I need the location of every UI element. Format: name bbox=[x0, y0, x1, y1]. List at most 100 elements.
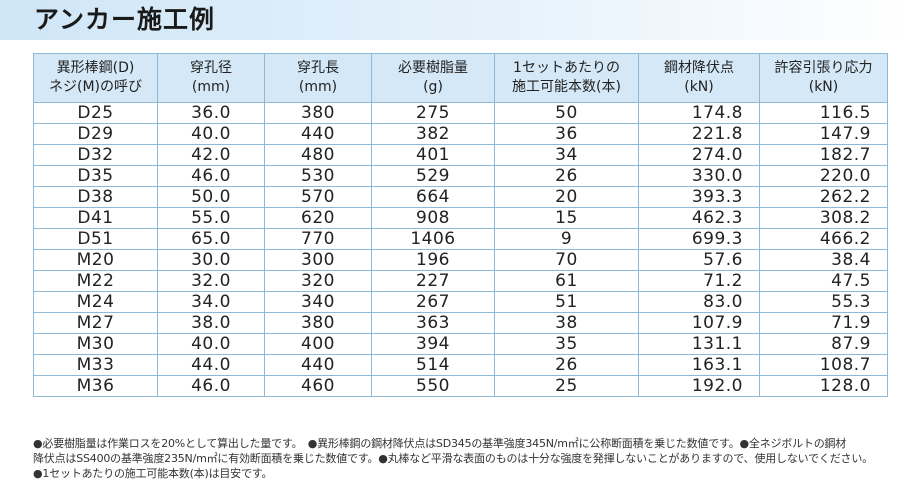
table-cell: 340 bbox=[264, 291, 372, 313]
table-row: M33 44.0 440 514 26 163.1 108.7 bbox=[33, 354, 888, 376]
table-body: D25 36.0 380 275 50 174.8 116.5 D29 40.0 440 382 36… bbox=[33, 102, 888, 397]
table-cell: 320 bbox=[264, 270, 372, 292]
column-header-line: (mm) bbox=[298, 79, 338, 95]
column-header-line: (kN) bbox=[808, 79, 839, 95]
table-cell: 26 bbox=[494, 354, 639, 376]
table-cell: 65.0 bbox=[157, 228, 265, 250]
table-cell: 267 bbox=[371, 291, 495, 313]
table-cell: 9 bbox=[494, 228, 639, 250]
table-cell: 35 bbox=[494, 333, 639, 355]
table-row: M30 40.0 400 394 35 131.1 87.9 bbox=[33, 333, 888, 355]
table-cell: 147.9 bbox=[759, 123, 888, 145]
table-cell: 400 bbox=[264, 333, 372, 355]
table-cell: 34 bbox=[494, 144, 639, 166]
column-header: 鋼材降伏点 (kN) bbox=[638, 53, 760, 103]
page-title: アンカー施工例 bbox=[34, 5, 216, 34]
table-cell: 46.0 bbox=[157, 165, 265, 187]
table-cell: 393.3 bbox=[638, 186, 760, 208]
column-header: 穿孔長 (mm) bbox=[264, 53, 372, 103]
table-cell: 108.7 bbox=[759, 354, 888, 376]
table-cell: 71.2 bbox=[638, 270, 760, 292]
table-cell: M24 bbox=[33, 291, 158, 313]
table-cell: 770 bbox=[264, 228, 372, 250]
table-cell: 262.2 bbox=[759, 186, 888, 208]
column-header-line: 許容引張り応力 bbox=[774, 60, 873, 76]
table-cell: 25 bbox=[494, 375, 639, 397]
column-header-line: 施工可能本数(本) bbox=[512, 79, 621, 95]
table-cell: 380 bbox=[264, 102, 372, 124]
table-cell: 529 bbox=[371, 165, 495, 187]
table-cell: 466.2 bbox=[759, 228, 888, 250]
table-row: D38 50.0 570 664 20 393.3 262.2 bbox=[33, 186, 888, 208]
table-cell: D41 bbox=[33, 207, 158, 229]
column-header-line: 必要樹脂量 bbox=[398, 60, 468, 76]
table-cell: 380 bbox=[264, 312, 372, 334]
table-cell: 220.0 bbox=[759, 165, 888, 187]
table-cell: 55.0 bbox=[157, 207, 265, 229]
table-cell: 38.0 bbox=[157, 312, 265, 334]
table-cell: 131.1 bbox=[638, 333, 760, 355]
table-cell: 42.0 bbox=[157, 144, 265, 166]
table-row: D25 36.0 380 275 50 174.8 116.5 bbox=[33, 102, 888, 124]
column-header-line: 1セットあたりの bbox=[513, 60, 620, 76]
table-cell: 70 bbox=[494, 249, 639, 271]
table-row: D41 55.0 620 908 15 462.3 308.2 bbox=[33, 207, 888, 229]
table-cell: 30.0 bbox=[157, 249, 265, 271]
table-cell: 44.0 bbox=[157, 354, 265, 376]
table-cell: 20 bbox=[494, 186, 639, 208]
table-cell: M33 bbox=[33, 354, 158, 376]
table-cell: 550 bbox=[371, 375, 495, 397]
table-cell: M22 bbox=[33, 270, 158, 292]
table-row: M22 32.0 320 227 61 71.2 47.5 bbox=[33, 270, 888, 292]
column-header-line: 異形棒鋼(D) bbox=[56, 60, 135, 76]
footnote-line: 降伏点はSS400の基準強度235N/m㎡に有効断面積を乗じた数値です。●丸棒な… bbox=[33, 452, 873, 465]
table-cell: 40.0 bbox=[157, 333, 265, 355]
table-cell: D51 bbox=[33, 228, 158, 250]
table-cell: 87.9 bbox=[759, 333, 888, 355]
column-header-line: (g) bbox=[423, 79, 443, 95]
table-cell: D29 bbox=[33, 123, 158, 145]
table-cell: 51 bbox=[494, 291, 639, 313]
table-cell: 462.3 bbox=[638, 207, 760, 229]
table-cell: 50.0 bbox=[157, 186, 265, 208]
table-cell: 460 bbox=[264, 375, 372, 397]
table-cell: 908 bbox=[371, 207, 495, 229]
column-header-line: (kN) bbox=[684, 79, 714, 95]
table-cell: M36 bbox=[33, 375, 158, 397]
table-cell: 47.5 bbox=[759, 270, 888, 292]
footnote-line: ●1セットあたりの施工可能本数(本)は目安です。 bbox=[33, 467, 273, 480]
table-cell: 55.3 bbox=[759, 291, 888, 313]
table-cell: 274.0 bbox=[638, 144, 760, 166]
table-cell: 196 bbox=[371, 249, 495, 271]
table-cell: 620 bbox=[264, 207, 372, 229]
table-cell: 71.9 bbox=[759, 312, 888, 334]
table-row: M20 30.0 300 196 70 57.6 38.4 bbox=[33, 249, 888, 271]
table-header-row: 異形棒鋼(D) ネジ(M)の呼び 穿孔径 (mm) 穿孔長 (mm) 必要樹脂量 (g) 1セッ… bbox=[33, 53, 888, 103]
table-cell: 163.1 bbox=[638, 354, 760, 376]
table-cell: 83.0 bbox=[638, 291, 760, 313]
table-cell: 382 bbox=[371, 123, 495, 145]
table-cell: M27 bbox=[33, 312, 158, 334]
table-cell: 61 bbox=[494, 270, 639, 292]
table-cell: 57.6 bbox=[638, 249, 760, 271]
table-cell: M20 bbox=[33, 249, 158, 271]
column-header: 異形棒鋼(D) ネジ(M)の呼び bbox=[33, 53, 158, 103]
table-cell: 363 bbox=[371, 312, 495, 334]
table-cell: 401 bbox=[371, 144, 495, 166]
title-bar: アンカー施工例 bbox=[0, 0, 916, 40]
table-cell: 128.0 bbox=[759, 375, 888, 397]
table-cell: 514 bbox=[371, 354, 495, 376]
table-cell: 38 bbox=[494, 312, 639, 334]
table-cell: 116.5 bbox=[759, 102, 888, 124]
table-cell: 36 bbox=[494, 123, 639, 145]
table-row: M24 34.0 340 267 51 83.0 55.3 bbox=[33, 291, 888, 313]
table-cell: D35 bbox=[33, 165, 158, 187]
table-cell: 300 bbox=[264, 249, 372, 271]
table-cell: 192.0 bbox=[638, 375, 760, 397]
table-cell: 1406 bbox=[371, 228, 495, 250]
table-cell: 480 bbox=[264, 144, 372, 166]
table-cell: 174.8 bbox=[638, 102, 760, 124]
table-cell: 50 bbox=[494, 102, 639, 124]
table-row: M27 38.0 380 363 38 107.9 71.9 bbox=[33, 312, 888, 334]
table-cell: 38.4 bbox=[759, 249, 888, 271]
